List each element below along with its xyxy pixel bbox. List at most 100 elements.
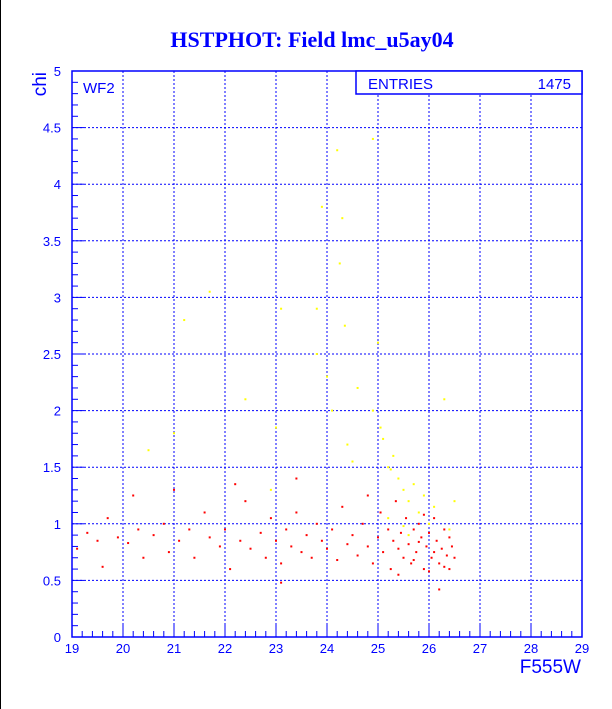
data-point-red — [295, 477, 298, 480]
data-point-red — [275, 539, 277, 542]
data-point-red — [443, 565, 446, 568]
data-point-red — [280, 581, 283, 584]
data-point-red — [420, 536, 423, 539]
data-point-red — [392, 539, 395, 542]
data-point-red — [142, 556, 145, 559]
data-point-yellow — [379, 426, 382, 429]
data-point-red — [435, 539, 438, 542]
data-point-red — [351, 534, 354, 537]
data-point-red — [290, 545, 293, 548]
x-tick-label: 25 — [371, 641, 385, 656]
data-point-yellow — [377, 341, 379, 344]
data-point-red — [127, 542, 130, 545]
data-point-red — [450, 545, 453, 548]
data-point-red — [137, 528, 140, 531]
data-point-red — [326, 547, 328, 550]
data-point-red — [425, 545, 428, 548]
data-point-yellow — [244, 398, 247, 401]
data-point-yellow — [320, 205, 323, 208]
data-point-yellow — [402, 488, 405, 491]
data-point-red — [264, 556, 267, 559]
data-point-yellow — [397, 477, 400, 480]
data-point-red — [167, 551, 170, 554]
data-point-yellow — [389, 468, 392, 471]
data-point-yellow — [407, 534, 410, 537]
panel-label: WF2 — [83, 80, 115, 97]
data-point-red — [234, 483, 237, 486]
data-point-red — [417, 540, 420, 543]
data-point-red — [382, 551, 385, 554]
data-point-red — [445, 554, 448, 557]
data-point-red — [229, 568, 232, 571]
data-point-red — [218, 545, 221, 548]
data-point-red — [397, 547, 400, 550]
data-point-red — [428, 570, 430, 573]
data-point-red — [208, 536, 211, 539]
data-point-red — [336, 559, 339, 562]
chart-title: HSTPHOT: Field lmc_u5ay04 — [170, 27, 453, 52]
data-point-red — [101, 565, 104, 568]
data-point-yellow — [387, 517, 390, 520]
data-point-red — [412, 528, 415, 531]
data-point-yellow — [402, 525, 405, 528]
data-point-red — [433, 517, 436, 520]
data-point-red — [407, 543, 410, 546]
data-point-red — [224, 528, 226, 531]
data-point-red — [397, 573, 400, 576]
stats-entries-label: ENTRIES — [368, 76, 433, 93]
y-tick-label: 0 — [54, 630, 61, 645]
data-point-red — [280, 562, 283, 565]
y-tick-label: 2 — [54, 404, 61, 419]
data-point-red — [428, 531, 430, 534]
y-tick-label: 2.5 — [43, 347, 61, 362]
x-tick-label: 28 — [524, 641, 538, 656]
data-point-yellow — [343, 324, 346, 327]
data-point-red — [346, 543, 349, 546]
data-point-yellow — [371, 409, 374, 412]
data-point-red — [430, 556, 433, 559]
data-point-yellow — [356, 386, 359, 389]
data-point-yellow — [269, 488, 272, 491]
data-point-red — [371, 562, 374, 565]
data-point-red — [417, 522, 420, 525]
x-axis-label: F555W — [520, 657, 581, 678]
data-point-yellow — [407, 500, 410, 503]
data-point-yellow — [428, 522, 430, 525]
stats-box — [355, 70, 583, 95]
data-point-yellow — [280, 307, 283, 310]
data-point-yellow — [382, 437, 385, 440]
data-point-red — [259, 531, 262, 534]
y-tick-label: 5 — [54, 64, 61, 79]
data-point-yellow — [392, 454, 395, 457]
data-point-red — [440, 547, 443, 550]
data-point-red — [173, 488, 175, 491]
data-point-red — [399, 531, 402, 534]
data-point-red — [305, 534, 308, 537]
data-point-red — [422, 568, 425, 571]
y-tick-label: 4 — [54, 177, 61, 192]
data-point-yellow — [208, 290, 211, 293]
data-point-red — [438, 562, 441, 565]
data-point-red — [86, 531, 89, 534]
data-point-red — [162, 522, 165, 525]
y-tick-label: 3.5 — [43, 234, 61, 249]
tick-labels: 19 20 21 22 23 24 25 26 27 28 29 0 0.5 1 1.5 2 2.5 3 3.5 4 4… — [43, 64, 589, 656]
data-point-yellow — [346, 443, 349, 446]
data-point-red — [203, 511, 206, 514]
y-axis-label: chi — [30, 72, 51, 96]
data-point-red — [366, 494, 369, 497]
data-point-yellow — [412, 483, 415, 486]
data-point-red — [188, 528, 191, 531]
data-point-red — [96, 539, 99, 542]
x-tick-label: 24 — [320, 641, 334, 656]
y-tick-label: 1 — [54, 517, 61, 532]
data-point-red — [310, 556, 313, 559]
data-point-red — [315, 522, 318, 525]
data-point-red — [106, 517, 109, 520]
data-point-yellow — [275, 426, 277, 429]
grid — [72, 71, 582, 637]
data-point-red — [412, 559, 415, 562]
x-tick-label: 23 — [269, 641, 283, 656]
